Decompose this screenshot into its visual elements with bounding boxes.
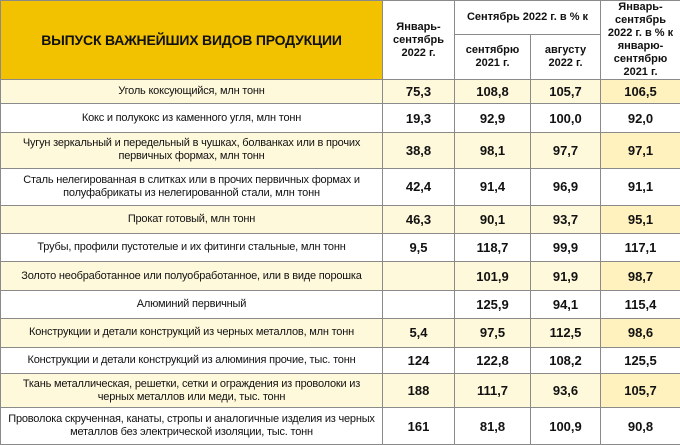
table-row: Сталь нелегированная в слитках или в про…: [1, 169, 680, 206]
ytd-pct-cell: 106,5: [601, 80, 680, 104]
vs-aug-2022-cell: 105,7: [531, 80, 601, 104]
product-name-cell: Золото необработанное или полуобработанн…: [1, 262, 383, 290]
header-sep-2021: сентябрю 2021 г.: [455, 35, 531, 80]
vs-aug-2022-cell: 99,9: [531, 234, 601, 262]
product-name-cell: Кокс и полукокс из каменного угля, млн т…: [1, 104, 383, 132]
ytd-pct-cell: 125,5: [601, 347, 680, 373]
jan-sep-value-cell: [383, 290, 455, 318]
ytd-pct-cell: 97,1: [601, 132, 680, 169]
vs-aug-2022-cell: 100,0: [531, 104, 601, 132]
table-row: Ткань металлическая, решетки, сетки и ог…: [1, 373, 680, 407]
product-name-cell: Уголь коксующийся, млн тонн: [1, 80, 383, 104]
table-row: Конструкции и детали конструкций из черн…: [1, 319, 680, 347]
table-row: Проволока скрученная, канаты, стропы и а…: [1, 408, 680, 445]
vs-aug-2022-cell: 93,7: [531, 205, 601, 233]
ytd-pct-cell: 98,7: [601, 262, 680, 290]
table-row: Трубы, профили пустотелые и их фитинги с…: [1, 234, 680, 262]
vs-sep-2021-cell: 108,8: [455, 80, 531, 104]
jan-sep-value-cell: 9,5: [383, 234, 455, 262]
table-row: Конструкции и детали конструкций из алюм…: [1, 347, 680, 373]
ytd-pct-cell: 91,1: [601, 169, 680, 206]
vs-aug-2022-cell: 93,6: [531, 373, 601, 407]
vs-aug-2022-cell: 91,9: [531, 262, 601, 290]
vs-aug-2022-cell: 97,7: [531, 132, 601, 169]
jan-sep-value-cell: 19,3: [383, 104, 455, 132]
ytd-pct-cell: 95,1: [601, 205, 680, 233]
vs-sep-2021-cell: 90,1: [455, 205, 531, 233]
jan-sep-value-cell: 161: [383, 408, 455, 445]
vs-sep-2021-cell: 122,8: [455, 347, 531, 373]
vs-sep-2021-cell: 81,8: [455, 408, 531, 445]
vs-sep-2021-cell: 111,7: [455, 373, 531, 407]
ytd-pct-cell: 90,8: [601, 408, 680, 445]
ytd-pct-cell: 92,0: [601, 104, 680, 132]
table-row: Кокс и полукокс из каменного угля, млн т…: [1, 104, 680, 132]
table-title: ВЫПУСК ВАЖНЕЙШИХ ВИДОВ ПРОДУКЦИИ: [1, 1, 383, 80]
vs-aug-2022-cell: 96,9: [531, 169, 601, 206]
vs-aug-2022-cell: 94,1: [531, 290, 601, 318]
table-row: Чугун зеркальный и передельный в чушках,…: [1, 132, 680, 169]
product-name-cell: Конструкции и детали конструкций из алюм…: [1, 347, 383, 373]
table-row: Золото необработанное или полуобработанн…: [1, 262, 680, 290]
jan-sep-value-cell: 42,4: [383, 169, 455, 206]
product-name-cell: Алюминий первичный: [1, 290, 383, 318]
vs-sep-2021-cell: 91,4: [455, 169, 531, 206]
header-jan-sep-pct: Январь-сентябрь 2022 г. в % к январю-сен…: [601, 1, 680, 80]
ytd-pct-cell: 105,7: [601, 373, 680, 407]
vs-sep-2021-cell: 118,7: [455, 234, 531, 262]
product-name-cell: Чугун зеркальный и передельный в чушках,…: [1, 132, 383, 169]
ytd-pct-cell: 117,1: [601, 234, 680, 262]
product-name-cell: Конструкции и детали конструкций из черн…: [1, 319, 383, 347]
jan-sep-value-cell: 124: [383, 347, 455, 373]
vs-aug-2022-cell: 112,5: [531, 319, 601, 347]
product-name-cell: Ткань металлическая, решетки, сетки и ог…: [1, 373, 383, 407]
product-name-cell: Проволока скрученная, канаты, стропы и а…: [1, 408, 383, 445]
product-name-cell: Сталь нелегированная в слитках или в про…: [1, 169, 383, 206]
jan-sep-value-cell: 46,3: [383, 205, 455, 233]
jan-sep-value-cell: 5,4: [383, 319, 455, 347]
vs-sep-2021-cell: 125,9: [455, 290, 531, 318]
jan-sep-value-cell: 38,8: [383, 132, 455, 169]
vs-sep-2021-cell: 98,1: [455, 132, 531, 169]
ytd-pct-cell: 115,4: [601, 290, 680, 318]
product-name-cell: Прокат готовый, млн тонн: [1, 205, 383, 233]
product-name-cell: Трубы, профили пустотелые и их фитинги с…: [1, 234, 383, 262]
vs-sep-2021-cell: 92,9: [455, 104, 531, 132]
ytd-pct-cell: 98,6: [601, 319, 680, 347]
vs-aug-2022-cell: 108,2: [531, 347, 601, 373]
header-sep-group: Сентябрь 2022 г. в % к: [455, 1, 601, 35]
vs-sep-2021-cell: 97,5: [455, 319, 531, 347]
vs-sep-2021-cell: 101,9: [455, 262, 531, 290]
jan-sep-value-cell: 75,3: [383, 80, 455, 104]
jan-sep-value-cell: 188: [383, 373, 455, 407]
vs-aug-2022-cell: 100,9: [531, 408, 601, 445]
header-aug-2022: августу 2022 г.: [531, 35, 601, 80]
jan-sep-value-cell: [383, 262, 455, 290]
header-jan-sep: Январь-сентябрь 2022 г.: [383, 1, 455, 80]
